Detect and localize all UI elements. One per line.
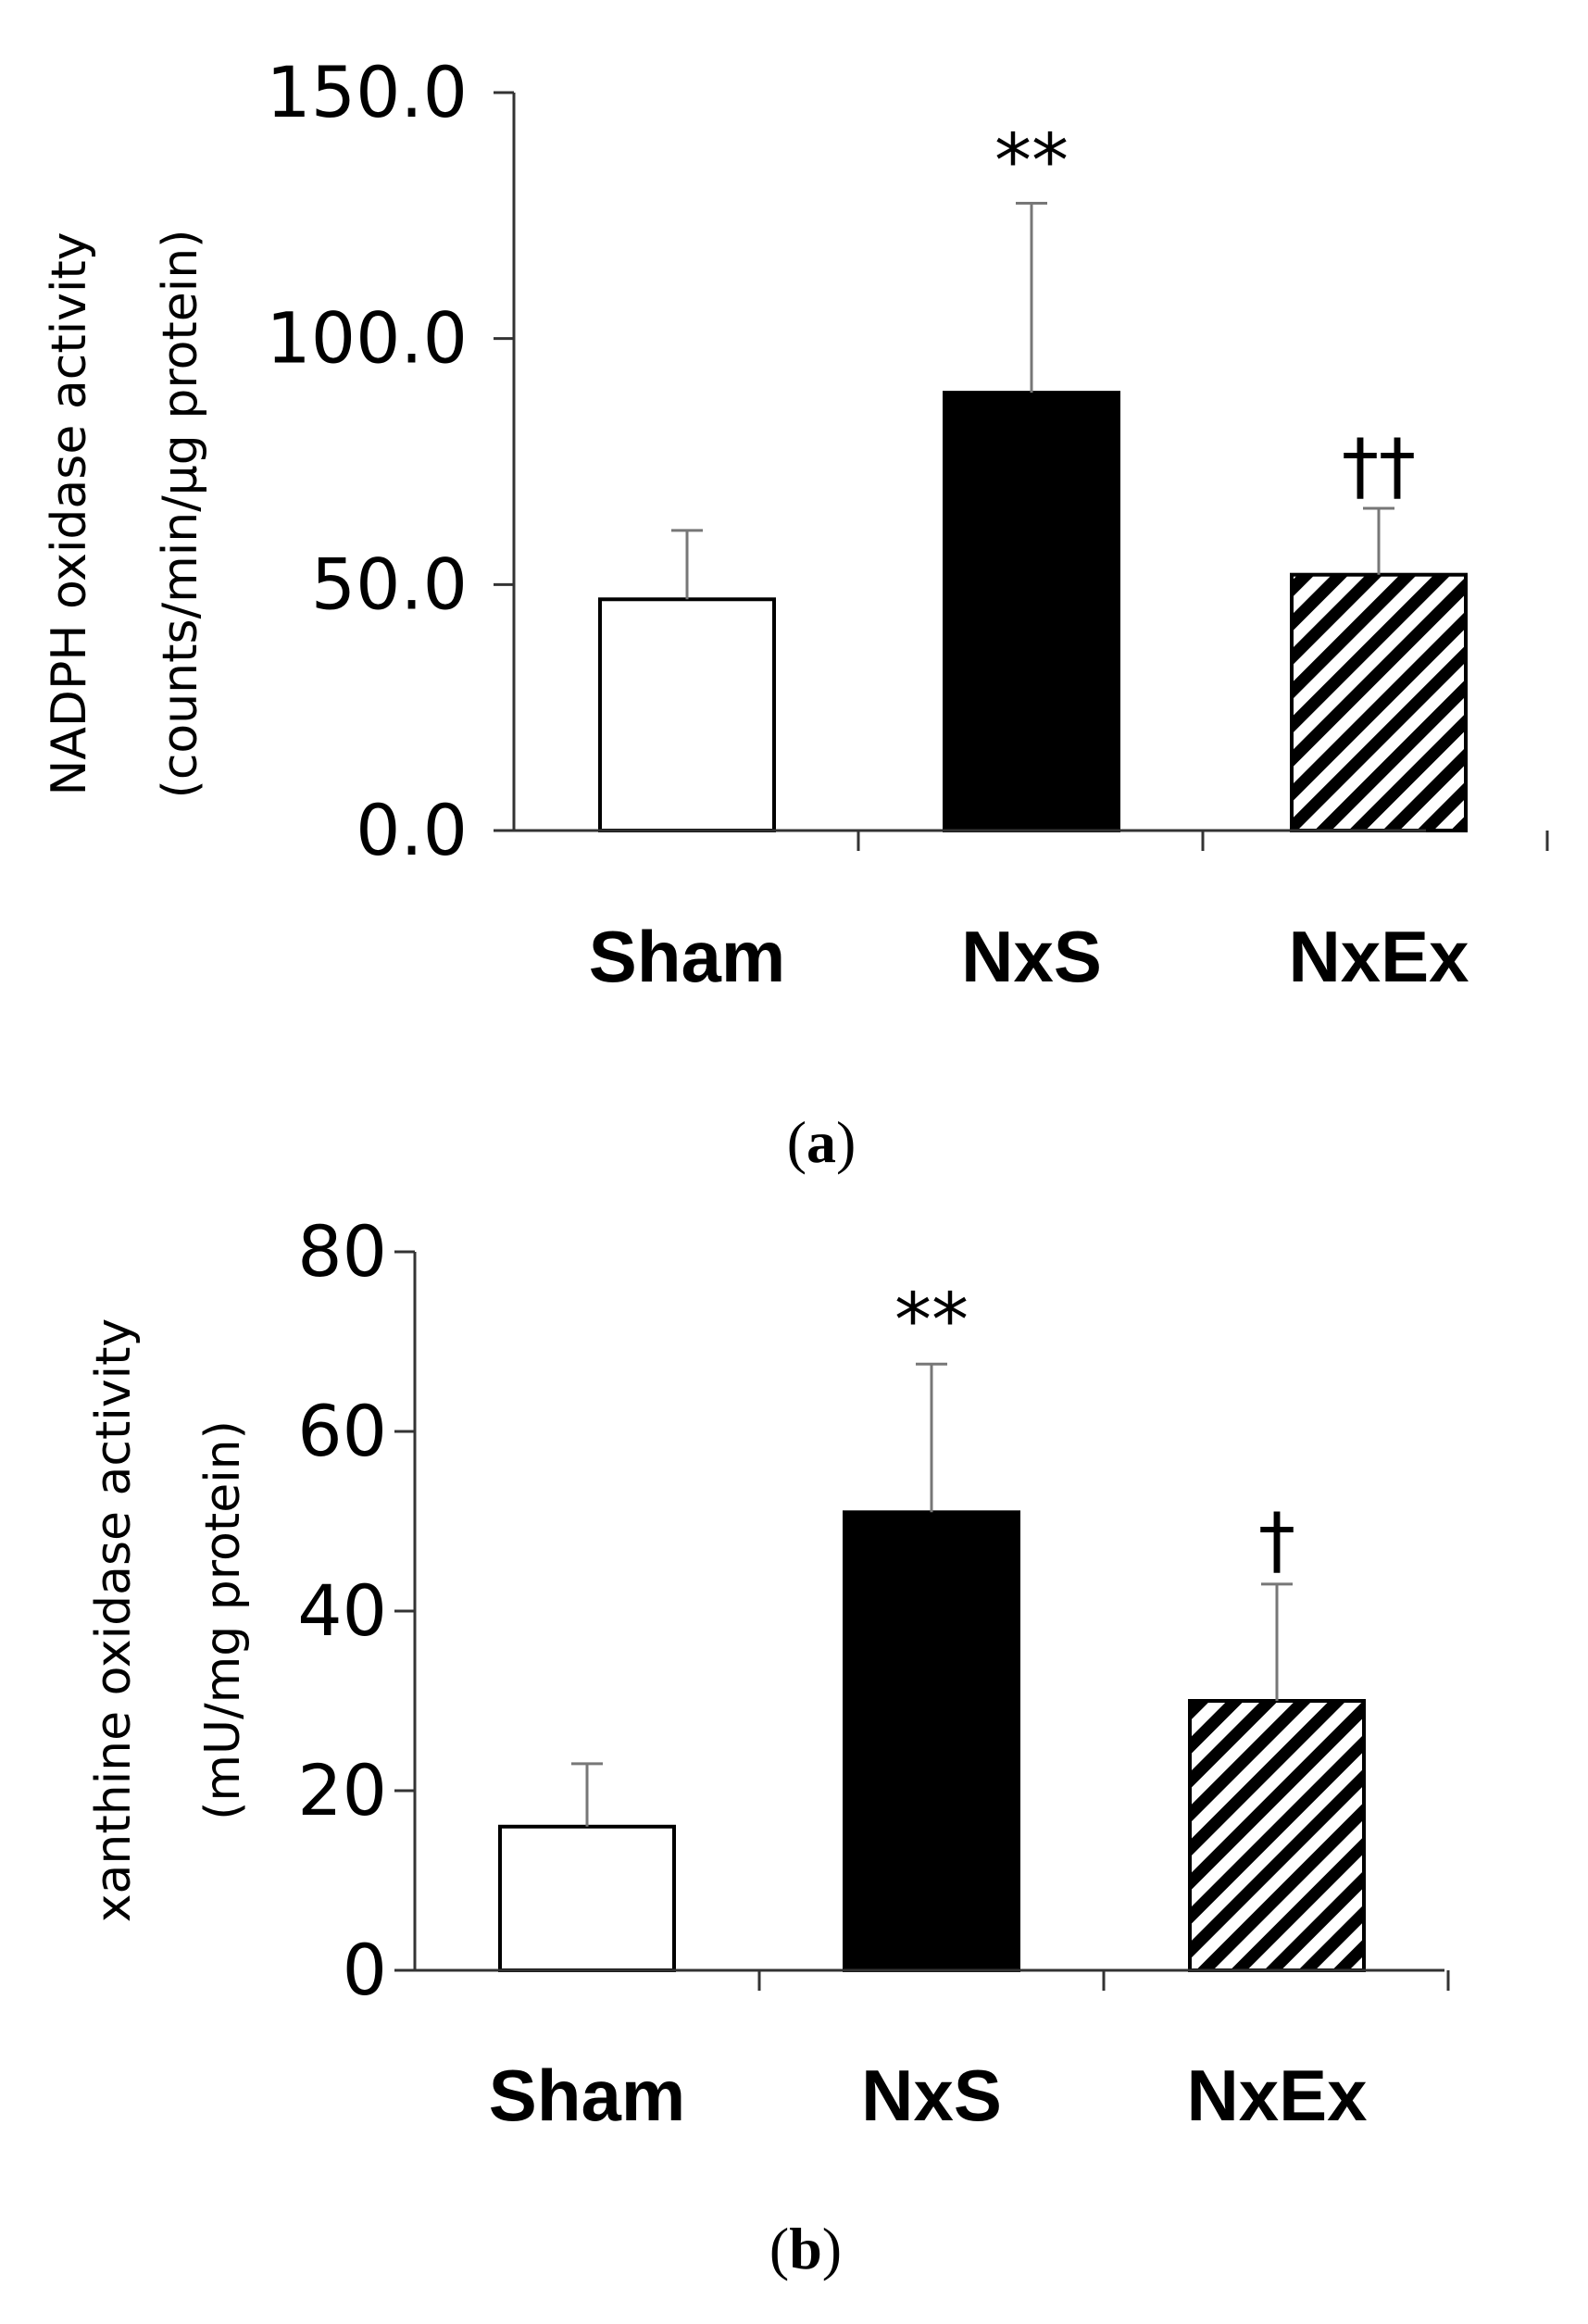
y-tick-label-b-3: 60 [297, 1390, 387, 1472]
category-labels-a: Sham NxS NxEx [589, 916, 1469, 997]
bar-b-nxex [1188, 1699, 1366, 1972]
significance-mark-a-nxs: ** [994, 119, 1069, 205]
bar-b-nxs [843, 1510, 1020, 1973]
y-axis-label-a-line2: (counts/min/μg protein) [153, 230, 208, 799]
caption-close-b: ) [822, 2216, 842, 2281]
axes-group-b [394, 1250, 1450, 1991]
significance-marks-b: ** † [894, 1277, 1295, 1583]
category-label-a-nxs: NxS [961, 916, 1102, 997]
category-label-a-nxex: NxEx [1288, 916, 1469, 997]
significance-mark-b-nxs: ** [894, 1277, 969, 1363]
category-label-b-nxex: NxEx [1186, 2055, 1367, 2136]
y-tick-label-a-2: 100.0 [266, 297, 468, 380]
caption-letter-a: a [807, 1109, 836, 1175]
y-tick-label-a-3: 150.0 [266, 51, 468, 133]
y-tick-labels-b: 0 20 40 60 80 [297, 1210, 387, 2011]
caption-close-a: ) [836, 1109, 856, 1175]
significance-mark-a-nxex: †† [1342, 423, 1416, 509]
y-tick-label-b-2: 40 [297, 1569, 387, 1652]
category-labels-b: Sham NxS NxEx [489, 2055, 1368, 2136]
error-bars-group-b [571, 1362, 1293, 1827]
y-tick-label-b-1: 20 [297, 1749, 387, 1831]
category-label-b-nxs: NxS [861, 2055, 1002, 2136]
y-axis-label-b-line2: (mU/mg protein) [195, 1420, 251, 1820]
significance-mark-b-nxex: † [1258, 1497, 1295, 1583]
panel-caption-b: (b) [769, 2216, 842, 2281]
category-label-b-sham: Sham [489, 2055, 685, 2136]
bars-group-a [598, 391, 1468, 832]
y-tick-labels-a: 0.0 50.0 100.0 150.0 [266, 51, 468, 871]
category-label-a-sham: Sham [589, 916, 785, 997]
bar-b-sham [498, 1824, 676, 1973]
bar-a-nxex [1290, 572, 1468, 832]
y-axis-label-b-line1: xanthine oxidase activity [86, 1318, 142, 1922]
y-tick-label-a-1: 50.0 [311, 543, 468, 625]
bar-a-sham [598, 597, 776, 832]
bars-group-b [498, 1510, 1366, 1973]
significance-marks-a: ** †† [994, 119, 1416, 509]
axes-group-a [494, 91, 1549, 851]
caption-open-b: ( [769, 2216, 789, 2281]
bar-a-nxs [943, 391, 1120, 832]
y-tick-label-b-4: 80 [297, 1210, 387, 1293]
y-tick-label-a-0: 0.0 [356, 789, 468, 871]
caption-open-a: ( [787, 1109, 807, 1175]
caption-letter-b: b [789, 2216, 822, 2281]
error-bars-group-a [671, 202, 1394, 600]
panel-caption-a: (a) [787, 1109, 857, 1175]
chart-panel-b: 0 20 40 60 80 Sham NxS NxEx ** † xanthine oxida… [86, 1210, 1450, 2281]
chart-panel-a: 0.0 50.0 100.0 150.0 Sham NxS NxEx ** †† NADPH… [42, 51, 1549, 1175]
y-axis-label-a-line1: NADPH oxidase activity [42, 231, 97, 795]
y-tick-label-b-0: 0 [343, 1929, 387, 2011]
